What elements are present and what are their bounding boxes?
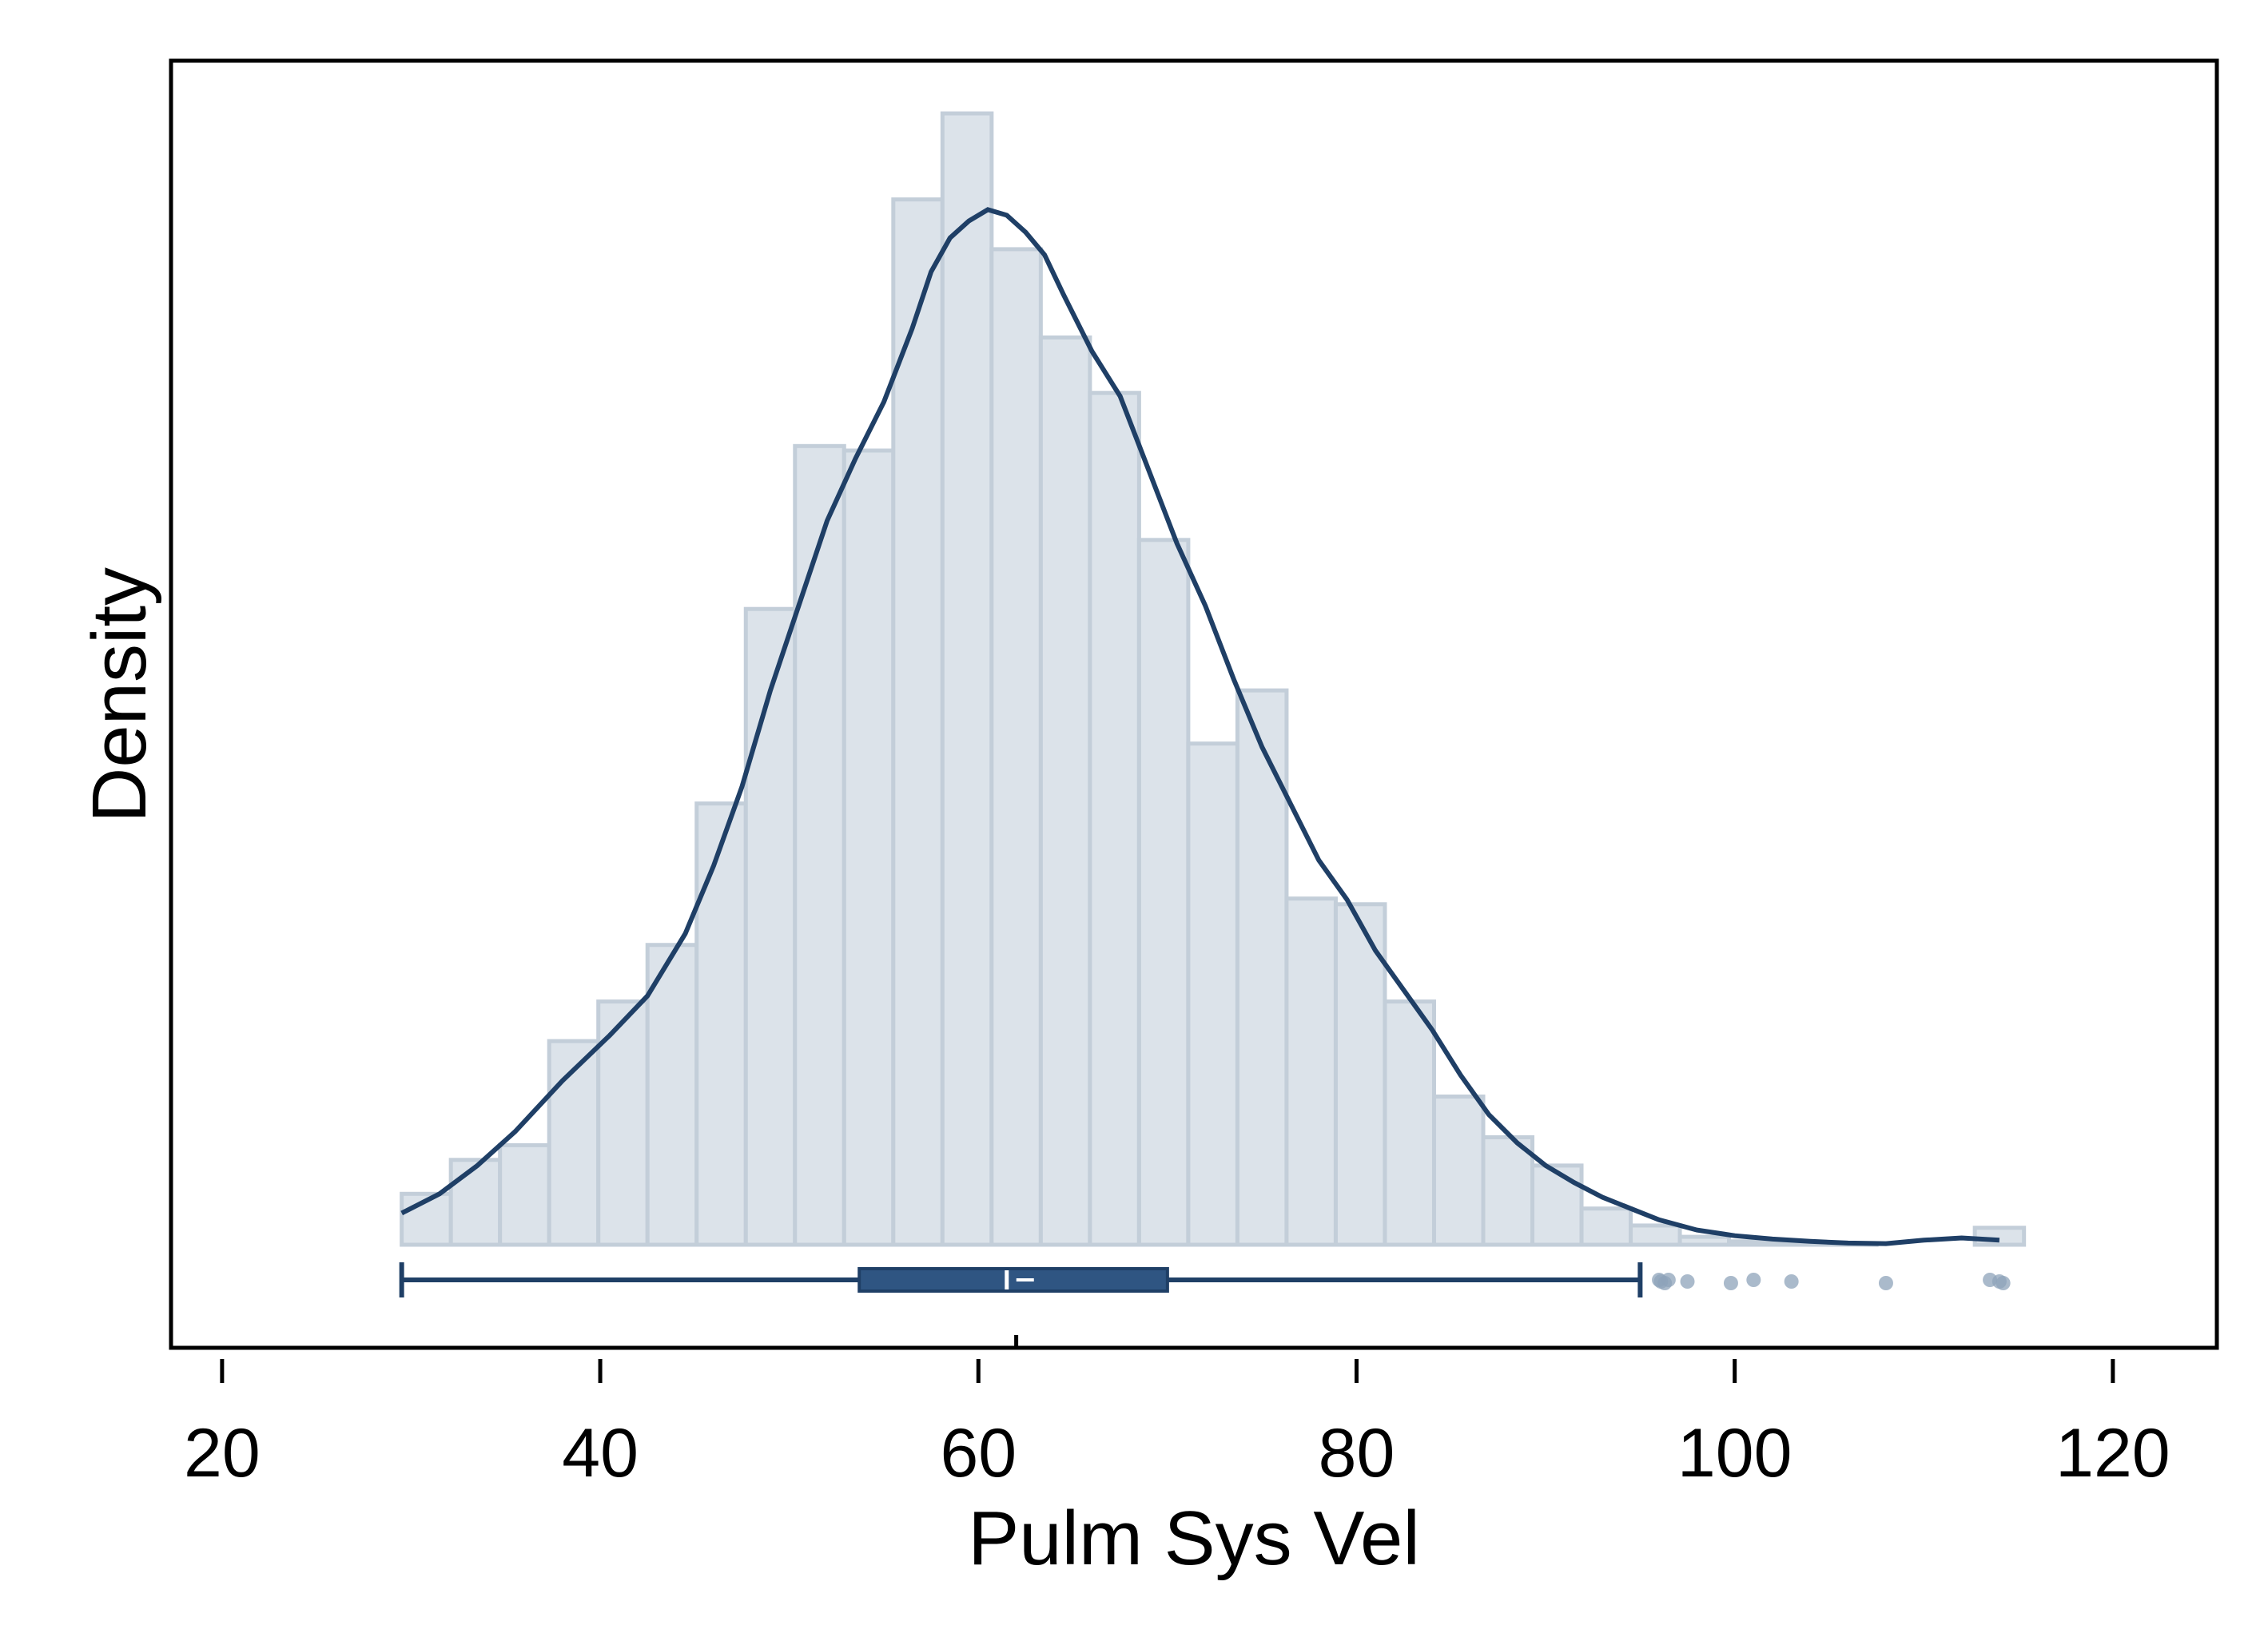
x-axis: 20 40 60 80 100 120 — [184, 1335, 2171, 1492]
histogram-bar — [842, 448, 896, 1247]
boxplot-outlier — [1878, 1276, 1893, 1290]
boxplot-outlier — [1746, 1273, 1761, 1287]
boxplot-outlier — [1995, 1276, 2011, 1290]
histogram-bar — [694, 801, 748, 1247]
histogram-bar — [1431, 1095, 1486, 1247]
histogram-bar — [596, 999, 650, 1247]
x-tick-label: 100 — [1677, 1415, 1793, 1492]
histogram-bar — [793, 443, 846, 1247]
histogram-bar — [448, 1158, 503, 1247]
x-tick-label: 60 — [940, 1415, 1017, 1492]
x-tick-label: 120 — [2055, 1415, 2171, 1492]
histogram-bar — [1235, 688, 1289, 1247]
x-axis-title: Pulm Sys Vel — [968, 1496, 1420, 1581]
histogram-bar — [1677, 1234, 1732, 1247]
boxplot-outlier — [1680, 1274, 1695, 1289]
histogram-bar — [1579, 1206, 1633, 1247]
histogram-bar — [1284, 896, 1338, 1247]
histogram-bar — [1629, 1223, 1682, 1247]
histogram-bar — [1530, 1163, 1584, 1247]
histogram-bar — [1481, 1134, 1535, 1247]
boxplot — [399, 1262, 2011, 1297]
x-tick-label: 20 — [184, 1415, 261, 1492]
y-axis-title: Density — [77, 567, 162, 823]
histogram-bar — [1136, 538, 1191, 1247]
histogram-bar — [645, 943, 699, 1247]
histogram-bars — [400, 111, 2027, 1247]
histogram-bar — [940, 111, 994, 1247]
histogram-bar — [1727, 1239, 1781, 1247]
histogram-bar — [498, 1142, 551, 1247]
histogram-bar — [989, 247, 1043, 1247]
histogram-bar — [1972, 1226, 2027, 1247]
x-tick-label: 80 — [1319, 1415, 1395, 1492]
histogram-bar — [1038, 335, 1092, 1247]
boxplot-outlier — [1784, 1274, 1799, 1289]
boxplot-outlier — [1723, 1276, 1738, 1290]
histogram-bar — [1383, 999, 1436, 1247]
histogram-bar — [547, 1039, 601, 1247]
histogram-bar — [743, 606, 798, 1247]
x-tick-label: 40 — [562, 1415, 639, 1492]
histogram-bar — [1333, 902, 1387, 1247]
density-curve — [400, 207, 2000, 1246]
boxplot-outlier — [1661, 1273, 1676, 1287]
histogram-bar — [1088, 391, 1141, 1247]
plot-frame — [169, 58, 2219, 1350]
histogram-bar — [1186, 741, 1239, 1247]
boxplot-box — [857, 1267, 1169, 1293]
